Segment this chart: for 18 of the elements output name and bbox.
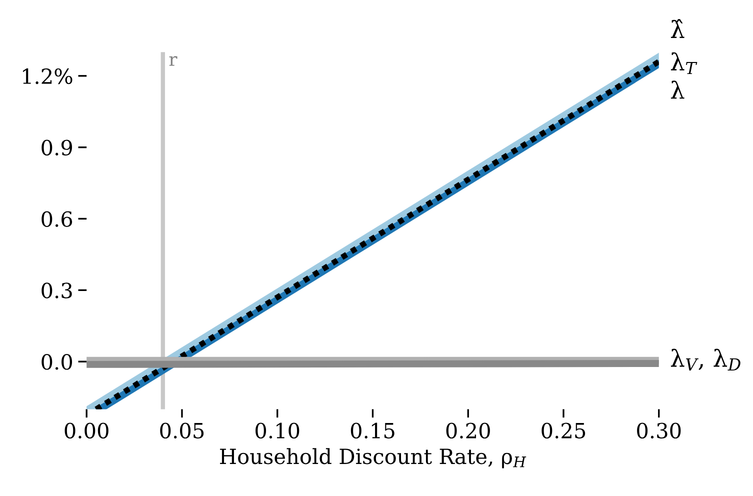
series-label: λ [670, 80, 684, 99]
x-tick-label: 0.00 [64, 422, 108, 439]
annotation: λ$_{V}$, λ$_{D}$ [670, 348, 740, 370]
x-tick-label: 0.20 [446, 422, 490, 439]
y-tick-label: 0.9 [42, 140, 72, 156]
y-tick-label: 0.0 [42, 354, 72, 370]
y-tick-label: 0.6 [42, 211, 72, 227]
x-tick-label: 0.05 [160, 422, 204, 439]
ref-line-label: r [169, 56, 178, 66]
series-label: λ̂ [670, 19, 684, 38]
x-tick-label: 0.30 [637, 422, 681, 439]
x-tick-label: 0.25 [542, 422, 586, 439]
y-tick-label: 0.3 [42, 282, 72, 298]
x-tick-label: 0.10 [256, 422, 300, 439]
x-axis-title: Household Discount Rate, ρ$_{H}$ [220, 448, 526, 468]
series-label: λ$_{T}$ [670, 52, 698, 74]
y-tick-label: 1.2% [23, 68, 72, 84]
x-tick-label: 0.15 [350, 422, 394, 439]
